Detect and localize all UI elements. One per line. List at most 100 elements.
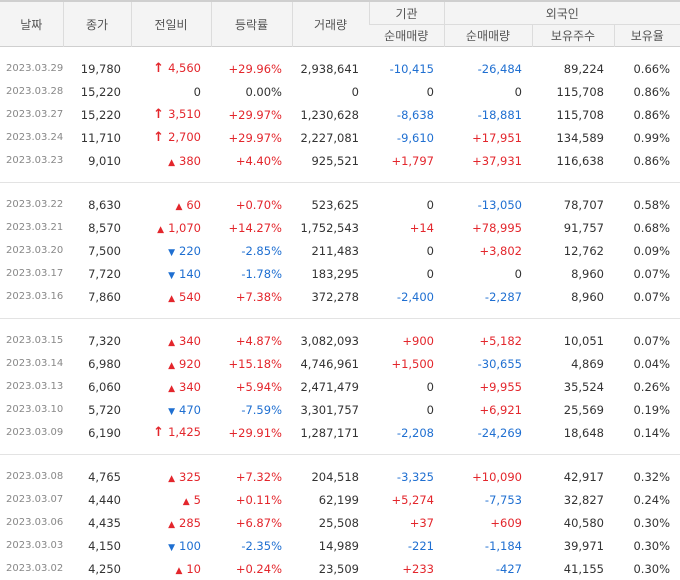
cell-rate: +4.87% [211, 329, 292, 352]
cell-change: ▲340 [131, 329, 211, 352]
cell-foreign-hold: 115,708 [532, 80, 614, 103]
cell-rate: -2.35% [211, 534, 292, 557]
cell-volume: 4,746,961 [292, 352, 369, 375]
cell-close: 6,190 [63, 421, 131, 444]
up-triangle-icon: ▲ [183, 497, 190, 507]
cell-foreign-ratio: 0.86% [614, 149, 680, 172]
cell-foreign-ratio: 0.19% [614, 398, 680, 421]
cell-date: 2023.03.15 [0, 329, 63, 352]
cell-close: 19,780 [63, 57, 131, 80]
cell-date: 2023.03.27 [0, 103, 63, 126]
change-value: 470 [179, 403, 201, 417]
limit-up-arrow-icon: ↑ [153, 107, 164, 122]
cell-foreign-hold: 8,960 [532, 262, 614, 285]
cell-inst-net: 0 [369, 398, 444, 421]
cell-change: ▲1,070 [131, 216, 211, 239]
cell-close: 4,150 [63, 534, 131, 557]
change-value: 340 [179, 380, 201, 394]
cell-volume: 25,508 [292, 511, 369, 534]
cell-foreign-ratio: 0.86% [614, 103, 680, 126]
cell-foreign-hold: 134,589 [532, 126, 614, 149]
header-foreign: 외국인 [444, 1, 680, 25]
cell-close: 8,570 [63, 216, 131, 239]
up-triangle-icon: ▲ [175, 202, 182, 212]
cell-inst-net: +1,797 [369, 149, 444, 172]
up-triangle-icon: ▲ [168, 338, 175, 348]
cell-foreign-hold: 116,638 [532, 149, 614, 172]
cell-volume: 925,521 [292, 149, 369, 172]
cell-rate: +29.91% [211, 421, 292, 444]
cell-foreign-ratio: 0.24% [614, 488, 680, 511]
cell-foreign-hold: 35,524 [532, 375, 614, 398]
cell-foreign-hold: 12,762 [532, 239, 614, 262]
change-value: 4,560 [168, 61, 201, 75]
cell-inst-net: +1,500 [369, 352, 444, 375]
down-triangle-icon: ▼ [168, 271, 175, 281]
limit-up-arrow-icon: ↑ [153, 130, 164, 145]
cell-change: ▲10 [131, 557, 211, 580]
cell-foreign-ratio: 0.26% [614, 375, 680, 398]
change-value: 285 [179, 516, 201, 530]
cell-inst-net: -221 [369, 534, 444, 557]
cell-inst-net: -9,610 [369, 126, 444, 149]
cell-foreign-net: -13,050 [444, 193, 532, 216]
cell-date: 2023.03.06 [0, 511, 63, 534]
cell-inst-net: -2,208 [369, 421, 444, 444]
cell-rate: +6.87% [211, 511, 292, 534]
change-value: 140 [179, 267, 201, 281]
cell-foreign-hold: 42,917 [532, 465, 614, 488]
up-triangle-icon: ▲ [168, 361, 175, 371]
cell-foreign-net: 0 [444, 80, 532, 103]
cell-foreign-ratio: 0.99% [614, 126, 680, 149]
row-spacer [0, 47, 680, 58]
cell-volume: 372,278 [292, 285, 369, 308]
cell-volume: 23,509 [292, 557, 369, 580]
cell-inst-net: -10,415 [369, 57, 444, 80]
cell-inst-net: -8,638 [369, 103, 444, 126]
cell-volume: 183,295 [292, 262, 369, 285]
change-value: 5 [194, 493, 201, 507]
cell-date: 2023.03.10 [0, 398, 63, 421]
cell-foreign-ratio: 0.09% [614, 239, 680, 262]
cell-close: 7,500 [63, 239, 131, 262]
cell-foreign-net: -24,269 [444, 421, 532, 444]
header-close: 종가 [63, 1, 131, 47]
cell-inst-net: 0 [369, 239, 444, 262]
limit-up-arrow-icon: ↑ [153, 425, 164, 440]
cell-inst-net: -2,400 [369, 285, 444, 308]
cell-foreign-net: +9,955 [444, 375, 532, 398]
cell-inst-net: 0 [369, 80, 444, 103]
cell-foreign-net: +3,802 [444, 239, 532, 262]
cell-date: 2023.03.22 [0, 193, 63, 216]
cell-foreign-ratio: 0.68% [614, 216, 680, 239]
cell-rate: +0.70% [211, 193, 292, 216]
cell-close: 6,060 [63, 375, 131, 398]
cell-inst-net: 0 [369, 262, 444, 285]
change-value: 325 [179, 470, 201, 484]
cell-change: ↑3,510 [131, 103, 211, 126]
cell-foreign-ratio: 0.04% [614, 352, 680, 375]
cell-inst-net: +14 [369, 216, 444, 239]
cell-foreign-net: +17,951 [444, 126, 532, 149]
cell-close: 6,980 [63, 352, 131, 375]
cell-close: 15,220 [63, 80, 131, 103]
cell-foreign-ratio: 0.14% [614, 421, 680, 444]
cell-foreign-hold: 41,155 [532, 557, 614, 580]
cell-rate: -1.78% [211, 262, 292, 285]
header-change: 전일비 [131, 1, 211, 47]
limit-up-arrow-icon: ↑ [153, 61, 164, 76]
cell-date: 2023.03.09 [0, 421, 63, 444]
cell-foreign-ratio: 0.66% [614, 57, 680, 80]
